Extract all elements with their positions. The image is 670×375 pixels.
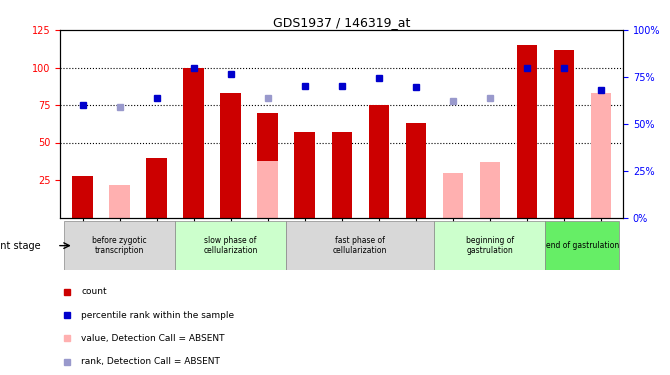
Bar: [480, 162, 500, 218]
Bar: [553, 50, 574, 217]
Bar: [109, 184, 130, 218]
Text: rank, Detection Call = ABSENT: rank, Detection Call = ABSENT: [82, 357, 220, 366]
Bar: [146, 158, 167, 218]
Bar: [591, 93, 611, 218]
Bar: [220, 93, 241, 218]
Text: end of gastrulation: end of gastrulation: [546, 241, 619, 250]
Title: GDS1937 / 146319_at: GDS1937 / 146319_at: [273, 16, 411, 29]
Bar: [175, 221, 286, 270]
Bar: [257, 160, 278, 218]
Text: fast phase of
cellularization: fast phase of cellularization: [333, 236, 387, 255]
Bar: [405, 123, 426, 218]
Bar: [443, 172, 463, 217]
Bar: [434, 221, 545, 270]
Text: value, Detection Call = ABSENT: value, Detection Call = ABSENT: [82, 334, 225, 343]
Bar: [184, 68, 204, 218]
Text: slow phase of
cellularization: slow phase of cellularization: [204, 236, 258, 255]
Bar: [517, 45, 537, 218]
Bar: [332, 132, 352, 218]
Bar: [64, 221, 175, 270]
Text: beginning of
gastrulation: beginning of gastrulation: [466, 236, 514, 255]
Bar: [295, 132, 315, 218]
Text: before zygotic
transcription: before zygotic transcription: [92, 236, 147, 255]
Text: development stage: development stage: [0, 241, 40, 250]
Bar: [72, 176, 92, 217]
Text: percentile rank within the sample: percentile rank within the sample: [82, 310, 234, 320]
Bar: [369, 105, 389, 218]
Bar: [286, 221, 434, 270]
Text: count: count: [82, 287, 107, 296]
Bar: [545, 221, 619, 270]
Bar: [257, 112, 278, 218]
